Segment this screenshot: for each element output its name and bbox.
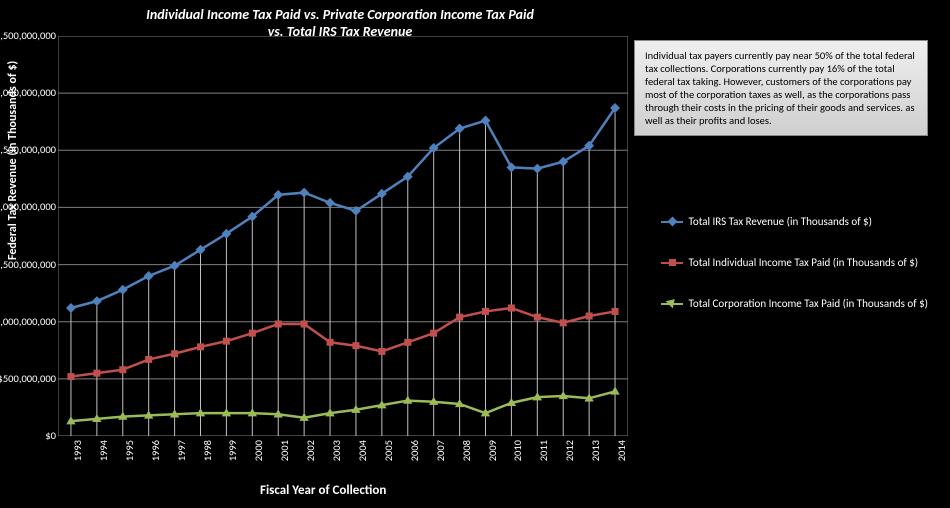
legend-label: Total Corporation Income Tax Paid (in Th… [689,297,928,310]
x-tick: 2010 [511,440,524,480]
x-tick: 2012 [563,440,576,480]
x-tick: 2000 [252,440,265,480]
x-tick: 2007 [434,440,447,480]
x-tick: 1993 [71,440,84,480]
x-tick: 2005 [382,440,395,480]
x-axis-label: Fiscal Year of Collection [260,483,386,498]
x-tick: 1994 [97,440,110,480]
legend-swatch [661,262,683,264]
x-tick: 1999 [226,440,239,480]
y-tick: $2,500,000,000 [0,143,56,156]
y-tick: $1,000,000,000 [0,315,56,328]
x-tick: 1998 [201,440,214,480]
x-tick: 2003 [330,440,343,480]
x-tick: 2006 [408,440,421,480]
x-tick: 1997 [175,440,188,480]
y-tick: $3,000,000,000 [0,86,56,99]
y-tick: $500,000,000 [0,372,56,385]
y-tick: $2,000,000,000 [0,200,56,213]
legend-label: Total Individual Income Tax Paid (in Tho… [689,256,919,269]
plot-area [58,36,628,436]
legend-swatch [661,221,683,223]
chart-title: Individual Income Tax Paid vs. Private C… [80,6,600,40]
y-tick: $1,500,000,000 [0,258,56,271]
legend-label: Total IRS Tax Revenue (in Thousands of $… [689,215,872,228]
legend-item-total_irs: Total IRS Tax Revenue (in Thousands of $… [661,215,928,228]
legend: Total IRS Tax Revenue (in Thousands of $… [661,215,928,338]
y-tick: $0 [0,429,56,442]
x-tick: 2008 [460,440,473,480]
legend-item-corp: Total Corporation Income Tax Paid (in Th… [661,297,928,310]
legend-swatch [661,303,683,305]
chart-container: { "title": "Individual Income Tax Paid v… [0,0,950,508]
x-tick: 2014 [615,440,628,480]
legend-item-individual: Total Individual Income Tax Paid (in Tho… [661,256,928,269]
info-annotation: Individual tax payers currently pay near… [634,40,928,136]
x-tick: 2004 [356,440,369,480]
y-tick: $3,500,000,000 [0,29,56,42]
x-tick: 2013 [589,440,602,480]
x-tick: 2001 [278,440,291,480]
x-tick: 1996 [149,440,162,480]
x-tick: 2009 [486,440,499,480]
x-tick: 1995 [123,440,136,480]
x-tick: 2011 [537,440,550,480]
x-tick: 2002 [304,440,317,480]
